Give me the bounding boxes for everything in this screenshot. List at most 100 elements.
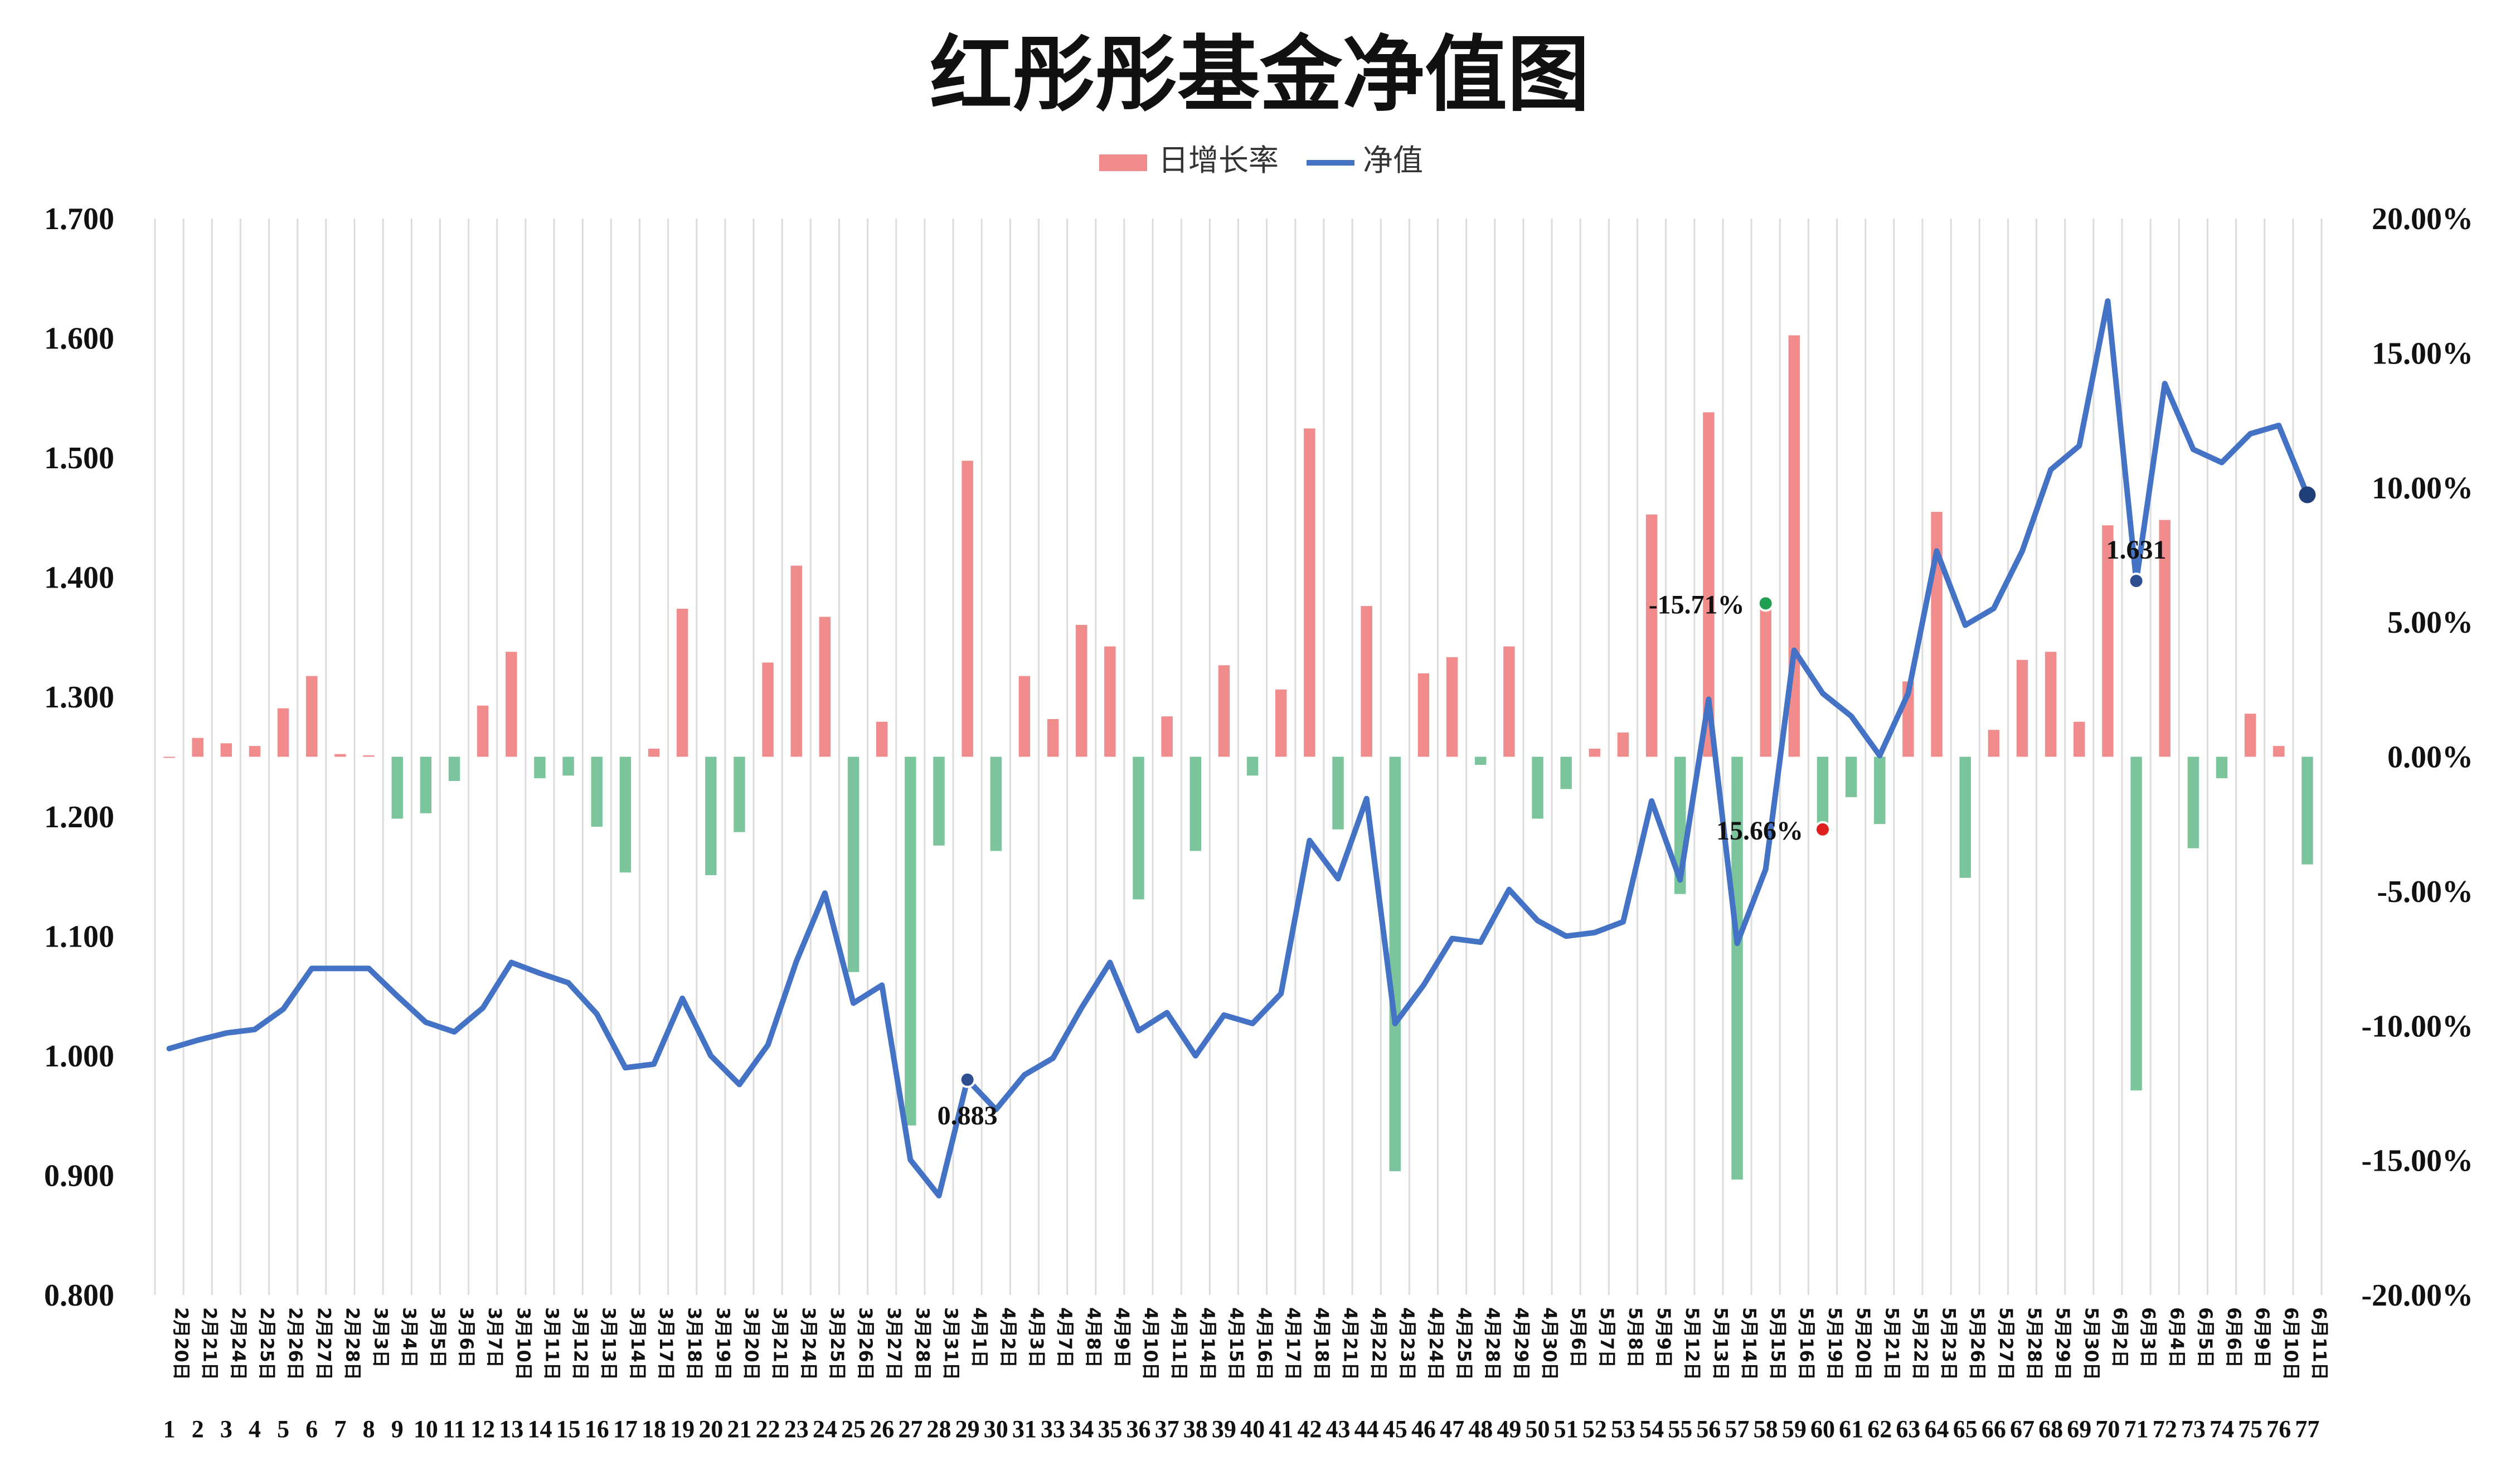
growth-bar: [1731, 756, 1743, 1180]
x-index-label: 14: [527, 1415, 552, 1443]
growth-bar: [648, 749, 660, 757]
growth-bar: [1018, 676, 1031, 757]
x-date-label: 2月28日: [342, 1307, 363, 1380]
x-index-label: 30: [984, 1415, 1008, 1443]
growth-bar: [306, 676, 318, 757]
x-date-label: 4月11日: [1169, 1307, 1190, 1380]
x-index-label: 45: [1383, 1415, 1407, 1443]
x-date-label: 3月26日: [855, 1307, 876, 1380]
growth-bar: [2102, 525, 2114, 757]
growth-bar: [990, 756, 1002, 851]
right-tick-label: -15.00%: [2361, 1144, 2473, 1178]
x-date-label: 3月18日: [684, 1307, 705, 1380]
x-date-label: 3月25日: [827, 1307, 848, 1380]
x-index-label: 68: [2038, 1415, 2063, 1443]
growth-bar: [420, 756, 432, 813]
x-date-label: 5月12日: [1682, 1307, 1703, 1380]
x-index-label: 74: [2210, 1415, 2234, 1443]
x-index-label: 44: [1354, 1415, 1379, 1443]
x-date-label: 3月13日: [599, 1307, 620, 1380]
x-date-label: 3月6日: [456, 1307, 477, 1368]
nav-high-label: 1.631: [2106, 535, 2167, 565]
x-index-label: 27: [898, 1415, 922, 1443]
x-date-label: 5月30日: [2081, 1307, 2102, 1380]
growth-bar: [2301, 756, 2313, 865]
x-index-label: 65: [1953, 1415, 1978, 1443]
left-tick-label: 1.700: [44, 202, 114, 236]
growth-bar: [1389, 756, 1401, 1171]
x-index-label: 35: [1098, 1415, 1122, 1443]
x-index-label: 52: [1582, 1415, 1607, 1443]
x-date-label: 6月3日: [2138, 1307, 2159, 1368]
x-date-label: 5月26日: [1967, 1307, 1988, 1380]
right-tick-label: 20.00%: [2372, 202, 2473, 236]
growth-bar: [1617, 732, 1629, 757]
x-date-label: 4月1日: [969, 1307, 990, 1368]
growth-bar: [2216, 756, 2228, 779]
x-index-label: 23: [784, 1415, 809, 1443]
growth-bar: [2045, 652, 2057, 757]
x-date-label: 3月19日: [712, 1307, 734, 1380]
min-growth-marker: [1757, 595, 1774, 612]
x-date-label: 2月25日: [256, 1307, 278, 1380]
x-index-label: 38: [1183, 1415, 1208, 1443]
growth-bar: [1475, 756, 1487, 765]
growth-bar: [1645, 515, 1658, 757]
nav-high-marker: [2128, 573, 2145, 590]
x-index-label: 4: [249, 1415, 261, 1443]
growth-bar: [1845, 756, 1857, 797]
growth-bar: [734, 756, 745, 832]
grid: [154, 219, 2323, 1295]
x-date-label: 3月10日: [513, 1307, 534, 1380]
growth-bar: [762, 662, 774, 757]
x-index-label: 8: [363, 1415, 375, 1443]
growth-bar: [933, 756, 945, 846]
x-date-label: 6月10日: [2280, 1307, 2301, 1380]
x-index-label: 62: [1867, 1415, 1892, 1443]
x-date-label: 4月7日: [1055, 1307, 1076, 1368]
x-index-label: 11: [443, 1415, 466, 1443]
chart-title: 红彤彤基金净值图: [930, 29, 1590, 121]
x-date-label: 4月25日: [1454, 1307, 1475, 1380]
left-tick-label: 1.200: [44, 800, 114, 835]
x-index-label: 33: [1041, 1415, 1065, 1443]
growth-bar: [591, 756, 603, 827]
max-growth-marker: [1814, 821, 1831, 838]
x-date-label: 4月3日: [1026, 1307, 1047, 1368]
right-tick-label: 0.00%: [2387, 740, 2473, 775]
x-date-label: 5月7日: [1596, 1307, 1618, 1368]
x-date-label: 5月15日: [1768, 1307, 1789, 1380]
x-date-label: 2月24日: [228, 1307, 249, 1380]
x-date-label: 5月27日: [1995, 1307, 2017, 1380]
x-index-label: 59: [1782, 1415, 1807, 1443]
right-axis: -20.00% -15.00% -10.00% -5.00% 0.00% 5.00% 10.…: [2361, 202, 2473, 1313]
x-index-label: 60: [1810, 1415, 1835, 1443]
x-date-label: 5月21日: [1881, 1307, 1902, 1380]
growth-bar: [876, 721, 888, 757]
x-date-label: 6月5日: [2195, 1307, 2216, 1368]
x-index-label: 57: [1725, 1415, 1750, 1443]
left-tick-label: 0.900: [44, 1158, 114, 1193]
x-index-label: 77: [2295, 1415, 2319, 1443]
x-index-label: 51: [1554, 1415, 1579, 1443]
x-index-label: 16: [585, 1415, 609, 1443]
x-date-label: 4月23日: [1397, 1307, 1418, 1380]
legend-bar-swatch: [1099, 154, 1147, 171]
x-index-label: 76: [2266, 1415, 2291, 1443]
growth-bar: [1218, 665, 1230, 757]
growth-bar: [1361, 606, 1372, 757]
x-index-label: 53: [1611, 1415, 1635, 1443]
x-index-label: 15: [556, 1415, 581, 1443]
x-date-label: 6月2日: [2109, 1307, 2130, 1368]
growth-bar: [391, 756, 403, 819]
growth-bar: [2016, 659, 2028, 757]
x-index-label: 64: [1925, 1415, 1949, 1443]
growth-bar: [1189, 756, 1202, 851]
x-date-label: 4月14日: [1197, 1307, 1218, 1380]
x-date-label: 2月20日: [171, 1307, 192, 1380]
x-date-label: 6月4日: [2167, 1307, 2188, 1368]
x-date-label: 3月12日: [570, 1307, 591, 1380]
x-index-label: 26: [870, 1415, 894, 1443]
growth-bar: [705, 756, 717, 875]
